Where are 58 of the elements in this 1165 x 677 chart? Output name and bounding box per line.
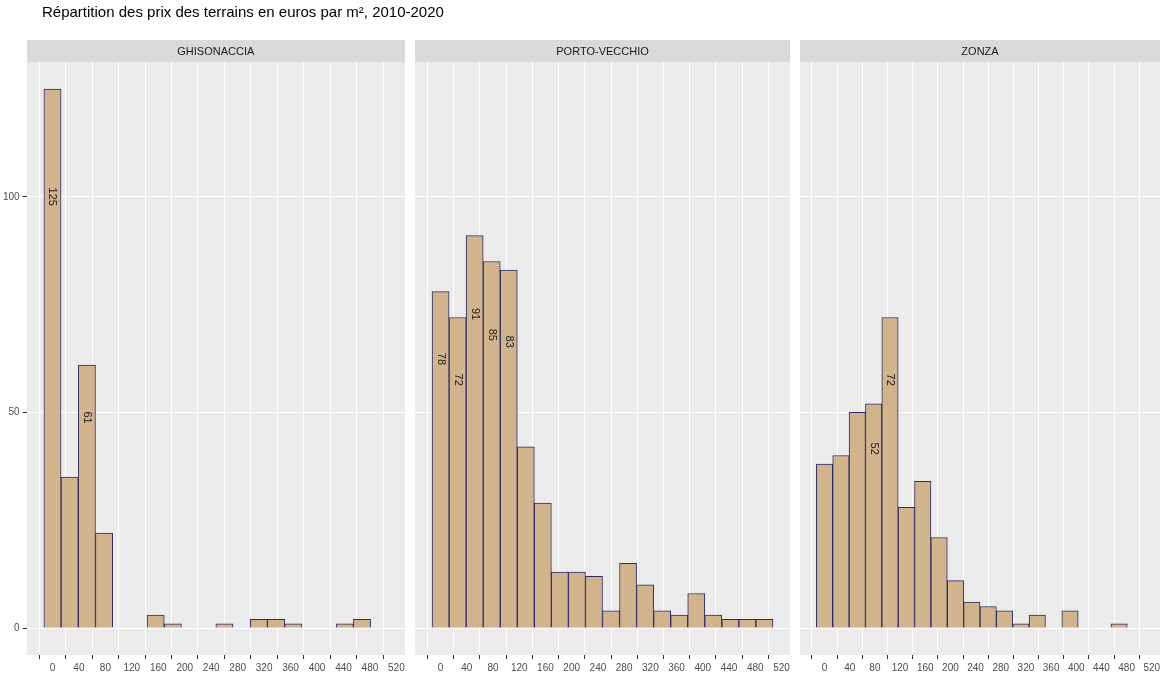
chart-subtitle: GHISONACCIA xyxy=(26,40,405,62)
data-label: 61 xyxy=(81,411,94,424)
x-tick-label: 40 xyxy=(73,661,85,673)
chart-subtitle: PORTO-VECCHIO xyxy=(415,40,790,62)
x-tick-label: 40 xyxy=(461,661,473,673)
chart-title: Répartition des prix des terrains en euros par m², 2010-2020 xyxy=(42,3,444,20)
data-label: 52 xyxy=(868,442,881,455)
x-tick-label: 200 xyxy=(563,661,581,673)
y-tick-label: 100 xyxy=(3,190,21,202)
x-tick-label: 200 xyxy=(176,661,194,673)
x-tick-label: 320 xyxy=(1017,661,1035,673)
chart-subtitle: ZONZA xyxy=(800,40,1160,62)
x-tick-label: 400 xyxy=(1067,661,1086,673)
x-tick-label: 360 xyxy=(282,661,300,673)
x-tick-label: 440 xyxy=(335,661,353,673)
x-tick-label: 80 xyxy=(487,661,500,673)
y-tick-label: 50 xyxy=(8,406,21,418)
x-tick-label: 0 xyxy=(49,661,56,673)
x-tick-label: 120 xyxy=(891,661,909,673)
x-tick-label: 240 xyxy=(589,661,607,673)
data-label: 125 xyxy=(47,187,60,206)
x-tick-label: 160 xyxy=(537,661,555,673)
x-tick-label: 280 xyxy=(992,661,1010,673)
x-tick-label: 480 xyxy=(1118,661,1136,673)
y-tick-label: 0 xyxy=(14,621,21,633)
x-tick-label: 280 xyxy=(615,661,633,673)
x-tick-label: 80 xyxy=(99,661,112,673)
x-tick-label: 120 xyxy=(123,661,141,673)
x-tick-label: 520 xyxy=(773,661,791,673)
x-tick-label: 320 xyxy=(255,661,273,673)
x-tick-label: 120 xyxy=(510,661,529,673)
x-tick-label: 80 xyxy=(869,661,881,673)
x-tick-label: 160 xyxy=(149,661,168,673)
x-tick-label: 480 xyxy=(746,661,765,673)
x-tick-label: 440 xyxy=(1093,661,1111,673)
data-label: 78 xyxy=(435,352,448,366)
x-tick-label: 440 xyxy=(720,661,738,673)
x-tick-label: 160 xyxy=(916,661,935,673)
x-tick-label: 520 xyxy=(1143,661,1161,673)
data-label: 83 xyxy=(503,335,516,348)
x-tick-label: 0 xyxy=(437,661,444,673)
x-tick-label: 200 xyxy=(942,661,960,673)
data-label: 72 xyxy=(452,373,465,386)
x-tick-label: 360 xyxy=(1042,661,1060,673)
x-tick-label: 0 xyxy=(821,661,828,673)
x-tick-label: 40 xyxy=(844,661,856,673)
data-label: 91 xyxy=(469,307,482,321)
x-tick-label: 400 xyxy=(694,661,712,673)
x-tick-label: 480 xyxy=(361,661,379,673)
x-tick-label: 520 xyxy=(388,661,406,673)
x-tick-label: 240 xyxy=(202,661,220,673)
x-tick-label: 320 xyxy=(642,661,660,673)
x-tick-label: 360 xyxy=(668,661,686,673)
x-tick-label: 240 xyxy=(967,661,985,673)
data-label: 72 xyxy=(884,373,897,386)
data-label: 85 xyxy=(486,328,499,341)
x-tick-label: 280 xyxy=(229,661,247,673)
x-tick-label: 400 xyxy=(308,661,326,673)
